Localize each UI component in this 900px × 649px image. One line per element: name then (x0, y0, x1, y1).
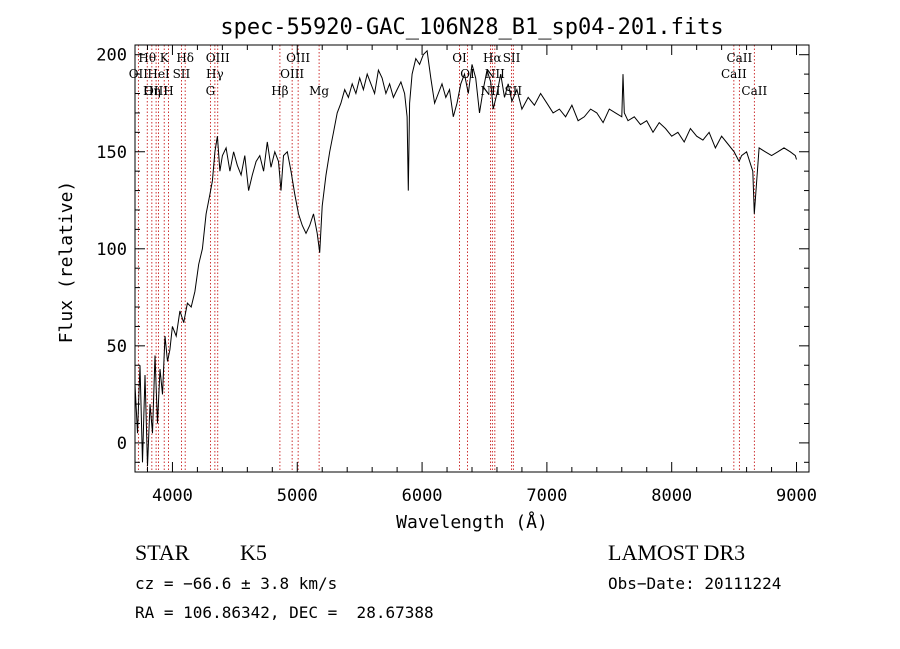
emission-line-label: OIII (144, 84, 168, 98)
survey-name: LAMOST DR3 (608, 540, 746, 565)
emission-line-label: HeI (147, 67, 170, 81)
emission-line-markers (137, 45, 755, 472)
y-tick-label: 150 (96, 143, 127, 163)
x-tick-label: 4000 (152, 486, 193, 506)
y-axis-label: Flux (relative) (56, 181, 77, 344)
y-tick-label: 0 (117, 434, 127, 454)
emission-line-label: CaII (741, 84, 767, 98)
emission-line-label: NII (480, 84, 500, 98)
emission-line-label: OIII (280, 67, 304, 81)
emission-line-label: OI (452, 51, 467, 65)
emission-line-label: Hα (483, 51, 502, 65)
chart-title: spec-55920-GAC_106N28_B1_sp04-201.fits (220, 15, 723, 40)
emission-line-label: Hδ (176, 51, 194, 65)
redshift-readout: cz = −66.6 ± 3.8 km/s (135, 574, 338, 593)
observation-date: Obs−Date: 20111224 (608, 574, 782, 593)
emission-line-label: G (206, 84, 216, 98)
x-tick-label: 7000 (526, 486, 567, 506)
coordinates-readout: RA = 106.86342, DEC = 28.67388 (135, 603, 434, 622)
emission-line-label: OIII (206, 51, 230, 65)
emission-line-label: Mg (309, 84, 329, 98)
object-subclass: K5 (240, 540, 267, 565)
x-axis-ticks: 4000 5000 6000 7000 8000 9000 (146, 45, 817, 506)
emission-line-label: SII (503, 51, 521, 65)
y-tick-label: 100 (96, 240, 127, 260)
x-tick-label: 5000 (277, 486, 318, 506)
emission-line-label: OIII (286, 51, 310, 65)
emission-line-label: K (160, 51, 170, 65)
x-tick-label: 9000 (776, 486, 817, 506)
emission-line-label: Hγ (206, 67, 224, 81)
emission-line-label: Hθ (138, 51, 156, 65)
emission-line-label: CaII (726, 51, 752, 65)
y-axis-ticks: 0 50 100 150 200 (96, 46, 809, 463)
object-class: STAR (135, 540, 190, 565)
x-axis-label: Wavelength (Å) (396, 511, 548, 533)
emission-line-label: CaII (721, 67, 747, 81)
y-tick-label: 200 (96, 46, 127, 66)
x-tick-label: 8000 (651, 486, 692, 506)
emission-line-label: H (163, 84, 173, 98)
emission-line-label: Hβ (271, 84, 288, 98)
emission-line-label: SII (173, 67, 191, 81)
plot-frame (134, 44, 810, 473)
x-tick-label: 6000 (402, 486, 443, 506)
spectrum-line (134, 49, 797, 467)
y-tick-label: 50 (107, 337, 127, 357)
emission-line-label: Hη (143, 84, 161, 98)
